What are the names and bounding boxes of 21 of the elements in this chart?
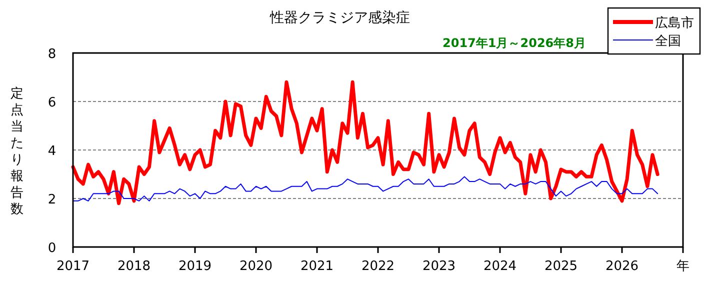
y-tick-label: 6 [48, 96, 56, 110]
x-tick-label: 2024 [483, 259, 517, 274]
legend-label: 全国 [655, 34, 681, 49]
x-tick-label: 2017 [56, 259, 90, 274]
x-tick-label: 2023 [422, 259, 456, 274]
y-axis-title: 定点当たり報告数 [10, 86, 24, 217]
x-tick-label: 2020 [239, 259, 273, 274]
y-tick-label: 2 [48, 192, 56, 208]
x-tick-label: 2022 [361, 259, 395, 274]
x-tick-label: 2026 [605, 259, 639, 274]
x-tick-label: 年 [676, 259, 690, 274]
x-tick-label: 2025 [544, 259, 578, 274]
y-tick-label: 8 [48, 47, 56, 62]
y-tick-label: 0 [48, 241, 56, 256]
y-tick-label: 4 [48, 144, 56, 159]
chart-title: 性器クラミジア感染症 [269, 10, 410, 26]
x-tick-label: 2021 [300, 259, 334, 274]
x-tick-label: 2018 [117, 259, 151, 274]
legend-label: 広島市 [655, 15, 694, 31]
chart-subtitle: 2017年1月～2026年8月 [442, 36, 586, 50]
x-tick-label: 2019 [178, 259, 212, 274]
